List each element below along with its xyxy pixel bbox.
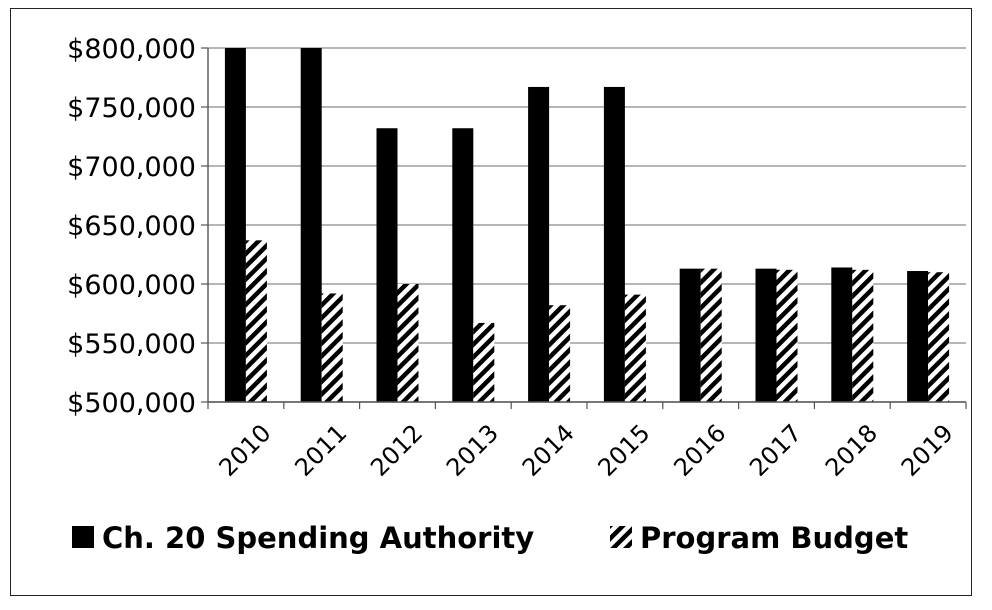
x-tick-label: 2012 [365,419,428,482]
bar-program-budget [700,268,722,402]
bar-spending-authority [755,268,777,402]
legend-label-program-budget: Program Budget [640,521,908,555]
bar-spending-authority [376,128,398,403]
bar-program-budget [549,305,571,402]
bar-program-budget [928,272,950,402]
x-tick-label: 2018 [820,419,883,482]
y-tick-label: $750,000 [67,93,196,124]
bar-spending-authority [679,268,701,402]
x-tick-labels: 2010 2011 2012 2013 2014 2015 2016 2017 2018 2019 [214,419,959,482]
bar-program-budget [624,294,646,402]
x-tick-label: 2011 [289,419,352,482]
bar-program-budget [473,322,495,402]
bar-spending-authority [300,48,322,402]
bar-program-budget [852,269,874,402]
bar-program-budget [397,284,419,402]
y-tick-labels: $500,000 $550,000 $600,000 $650,000 $700,000… [67,34,196,419]
x-tick-label: 2015 [593,419,656,482]
legend-swatch-spending-authority [72,526,94,548]
bar-program-budget [321,293,343,402]
x-tick-label: 2017 [744,419,807,482]
x-tick-label: 2016 [668,419,731,482]
legend-swatch-program-budget [610,526,632,548]
axes [201,47,967,409]
bar-spending-authority [831,267,853,402]
bars [224,48,950,403]
y-tick-label: $700,000 [67,152,196,183]
bar-spending-authority [907,271,929,402]
bar-program-budget [245,240,267,402]
y-tick-label: $600,000 [67,270,196,301]
x-tick-label: 2019 [896,419,959,482]
bar-spending-authority [528,86,550,402]
legend: Ch. 20 Spending Authority Program Budget [72,521,908,555]
y-tick-label: $500,000 [67,388,196,419]
bar-spending-authority [224,48,246,402]
x-tick-label: 2013 [441,419,504,482]
bar-program-budget [776,269,798,402]
bar-spending-authority [603,86,625,402]
x-tick-label: 2014 [517,419,580,482]
y-tick-label: $800,000 [67,34,196,65]
chart-frame [10,8,972,596]
x-tick-label: 2010 [214,419,277,482]
y-tick-label: $650,000 [67,211,196,242]
y-tick-label: $550,000 [67,329,196,360]
bar-spending-authority [452,128,474,403]
legend-label-spending-authority: Ch. 20 Spending Authority [102,521,534,555]
